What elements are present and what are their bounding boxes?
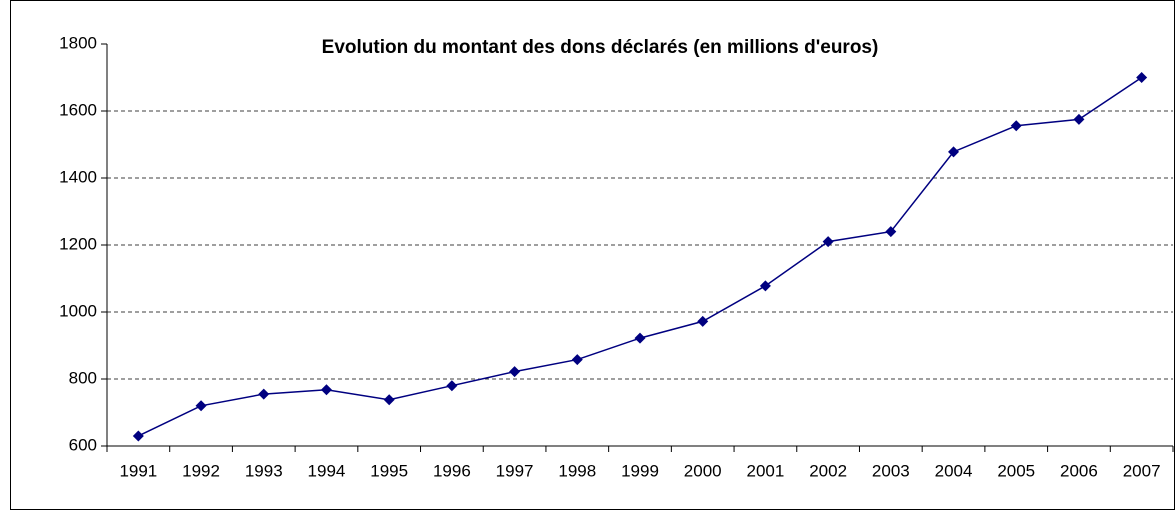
marker <box>509 366 521 378</box>
marker <box>132 430 144 442</box>
marker <box>697 315 709 327</box>
y-tick-label: 600 <box>69 435 97 454</box>
x-tick-label: 2007 <box>1123 461 1161 480</box>
marker <box>446 380 458 392</box>
x-tick-label: 2001 <box>746 461 784 480</box>
marker <box>195 400 207 412</box>
x-tick-label: 1995 <box>370 461 408 480</box>
marker <box>1010 120 1022 132</box>
x-tick-label: 1998 <box>558 461 596 480</box>
marker <box>383 394 395 406</box>
marker <box>1073 113 1085 125</box>
x-tick-label: 1994 <box>308 461 346 480</box>
marker <box>885 226 897 238</box>
x-tick-label: 2004 <box>935 461 973 480</box>
marker <box>1136 72 1148 83</box>
y-tick-label: 1000 <box>59 301 97 320</box>
marker <box>822 236 834 248</box>
marker <box>948 146 960 158</box>
y-tick-label: 800 <box>69 368 97 387</box>
y-tick-label: 1400 <box>59 167 97 186</box>
marker <box>634 332 646 344</box>
marker <box>571 354 583 366</box>
x-tick-label: 1993 <box>245 461 283 480</box>
x-tick-label: 1997 <box>496 461 534 480</box>
y-tick-label: 1800 <box>59 33 97 52</box>
marker <box>320 384 332 396</box>
marker <box>258 388 270 400</box>
x-tick-label: 2002 <box>809 461 847 480</box>
y-tick-label: 1200 <box>59 234 97 253</box>
y-tick-label: 1600 <box>59 100 97 119</box>
x-tick-label: 1996 <box>433 461 471 480</box>
x-tick-label: 1992 <box>182 461 220 480</box>
x-tick-label: 2003 <box>872 461 910 480</box>
x-tick-label: 1991 <box>119 461 157 480</box>
x-tick-label: 2006 <box>1060 461 1098 480</box>
x-tick-label: 2000 <box>684 461 722 480</box>
marker <box>759 280 771 292</box>
chart-frame <box>10 0 1175 510</box>
x-tick-label: 2005 <box>997 461 1035 480</box>
chart-title: Evolution du montant des dons déclarés (… <box>322 37 879 58</box>
x-tick-label: 1999 <box>621 461 659 480</box>
